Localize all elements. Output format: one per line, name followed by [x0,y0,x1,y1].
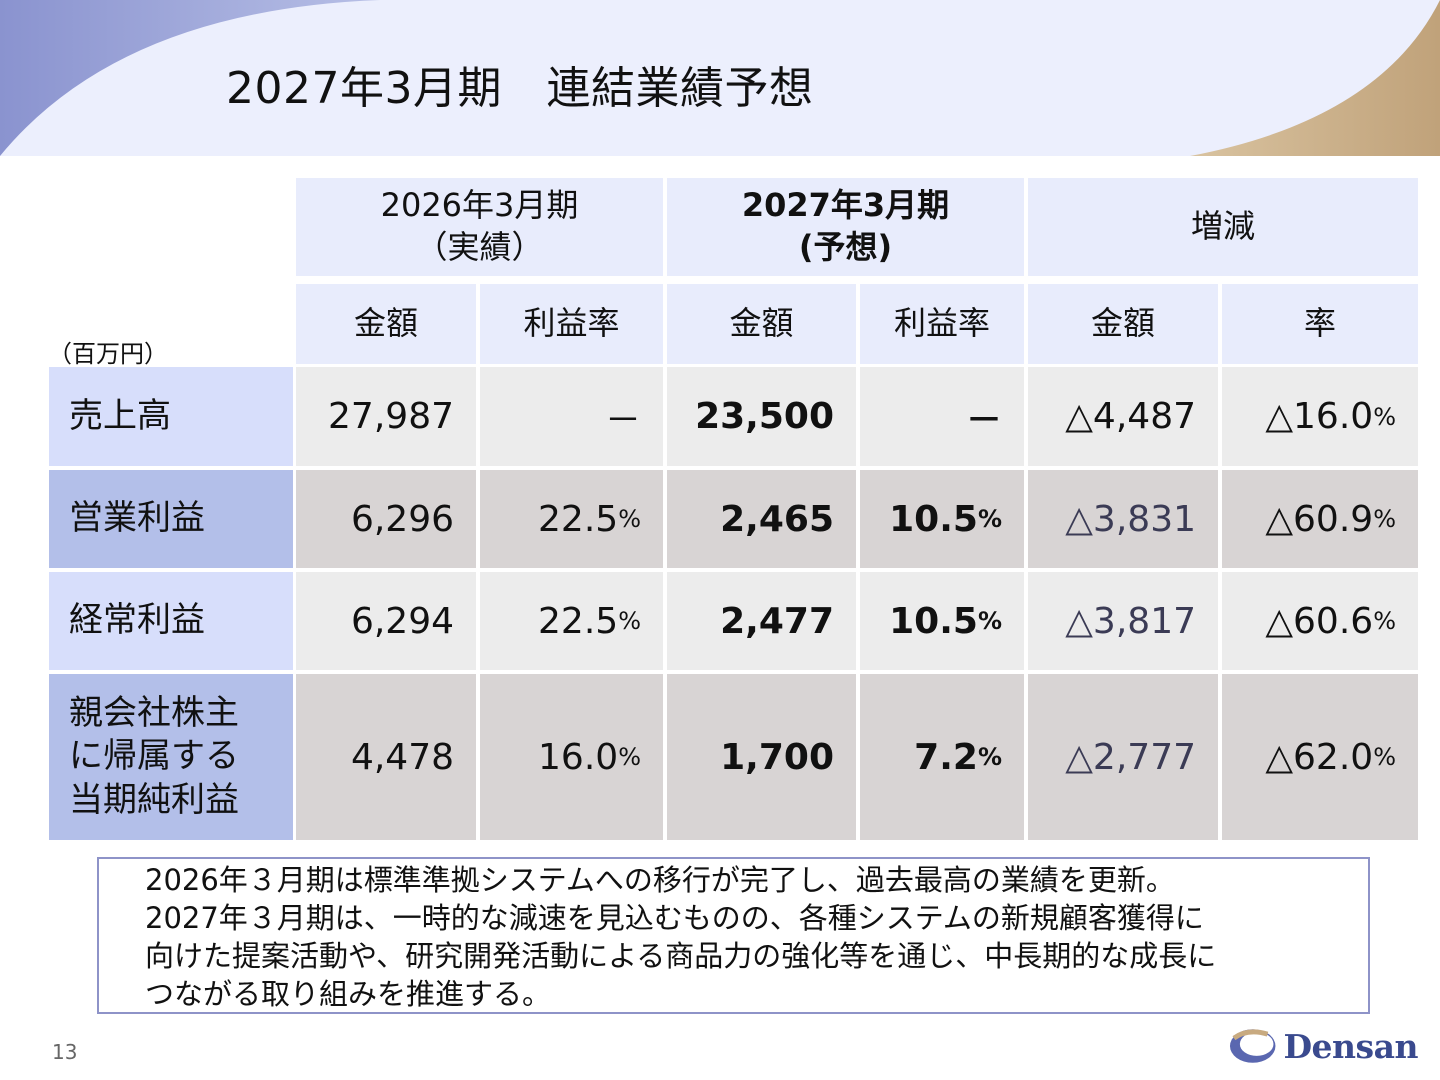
group-header-fy2026: 2026年3月期 （実績） [296,178,663,276]
commentary-line: 2027年３月期は、一時的な減速を見込むものの、各種システムの新規顧客獲得に [145,901,1204,935]
densan-logo-icon [1229,1029,1276,1063]
cell-op-amount-2026: 6,296 [296,470,476,568]
unit-label: （百万円） [48,340,168,368]
cell-sales-amount-2027: 23,500 [667,367,856,466]
row-label-net-sales: 売上高 [49,367,293,466]
subheader-margin-2026: 利益率 [480,284,663,364]
cell-sales-margin-2026: － [480,367,663,466]
cell-op-rate-change: △60.9% [1222,470,1418,568]
cell-net-margin-2026: 16.0% [480,674,663,840]
cell-net-amount-2026: 4,478 [296,674,476,840]
subheader-amount-change: 金額 [1028,284,1218,364]
cell-ord-margin-2027: 10.5% [860,572,1024,670]
row-label-net-income: 親会社株主 に帰属する 当期純利益 [49,674,293,840]
cell-ord-amount-2027: 2,477 [667,572,856,670]
company-logo: Densan [1228,1024,1418,1068]
cell-sales-amount-change: △4,487 [1028,367,1218,466]
commentary-box: 2026年３月期は標準準拠システムへの移行が完了し、過去最高の業績を更新。 20… [97,857,1370,1014]
commentary-line: つながる取り組みを推進する。 [145,977,552,1011]
row-label-operating-income: 営業利益 [49,470,293,568]
cell-ord-amount-change: △3,817 [1028,572,1218,670]
group-header-change: 増減 [1028,178,1418,276]
cell-net-amount-change: △2,777 [1028,674,1218,840]
cell-op-margin-2026: 22.5% [480,470,663,568]
subheader-amount-2026: 金額 [296,284,476,364]
commentary-line: 向けた提案活動や、研究開発活動による商品力の強化等を通じ、中長期的な成長に [145,939,1217,973]
cell-net-margin-2027: 7.2% [860,674,1024,840]
slide-title: 2027年3月期 連結業績予想 [226,63,814,114]
cell-ord-margin-2026: 22.5% [480,572,663,670]
subheader-margin-2027: 利益率 [860,284,1024,364]
group-header-line1: 2027年3月期 [741,186,950,225]
row-label-line: 当期純利益 [69,779,239,820]
group-header-line1: 2026年3月期 [380,186,579,225]
row-label-line: 親会社株主 [69,692,239,733]
header-background-graphic [0,0,1440,156]
group-header-fy2027: 2027年3月期 (予想) [667,178,1024,276]
commentary-line: 2026年３月期は標準準拠システムへの移行が完了し、過去最高の業績を更新。 [145,863,1175,897]
cell-net-amount-2027: 1,700 [667,674,856,840]
cell-op-amount-change: △3,831 [1028,470,1218,568]
cell-sales-amount-2026: 27,987 [296,367,476,466]
subheader-amount-2027: 金額 [667,284,856,364]
cell-net-rate-change: △62.0% [1222,674,1418,840]
cell-ord-amount-2026: 6,294 [296,572,476,670]
cell-sales-margin-2027: － [860,367,1024,466]
cell-ord-rate-change: △60.6% [1222,572,1418,670]
page-number: 13 [52,1040,78,1064]
logo-wordmark: Densan [1283,1026,1418,1066]
cell-sales-rate-change: △16.0% [1222,367,1418,466]
group-header-line2: （実績） [415,228,544,266]
row-label-ordinary-income: 経常利益 [49,572,293,670]
cell-op-amount-2027: 2,465 [667,470,856,568]
header-band: 2027年3月期 連結業績予想 [0,0,1440,156]
row-label-line: に帰属する [69,736,239,777]
group-header-line1: 増減 [1190,207,1255,246]
group-header-line2: (予想) [798,228,893,266]
cell-op-margin-2027: 10.5% [860,470,1024,568]
subheader-rate-change: 率 [1222,284,1418,364]
results-table: 2026年3月期 （実績） 2027年3月期 (予想) 増減 金額 利益率 金額… [49,178,1418,840]
